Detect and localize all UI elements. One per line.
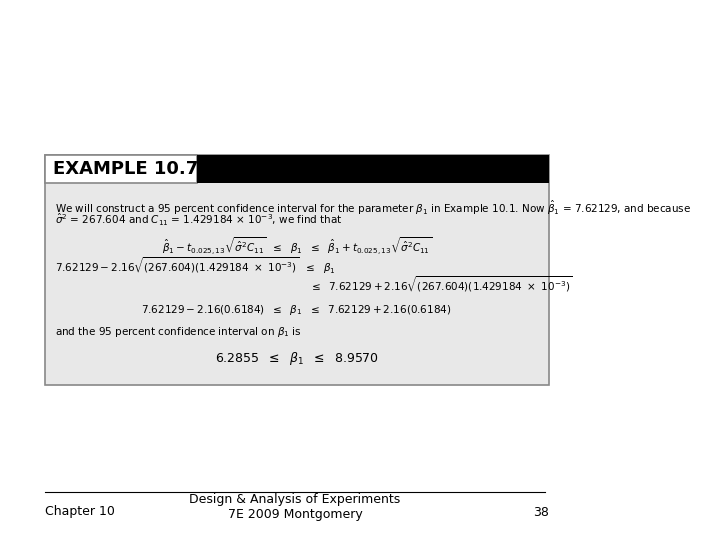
Text: We will construct a 95 percent confidence interval for the parameter $\beta_1$ i: We will construct a 95 percent confidenc… bbox=[55, 199, 691, 217]
Bar bbox=[197, 155, 549, 183]
Text: EXAMPLE 10.7: EXAMPLE 10.7 bbox=[53, 160, 199, 178]
FancyBboxPatch shape bbox=[45, 155, 549, 385]
Text: $6.2855$  $\leq$  $\beta_1$  $\leq$  $8.9570$: $6.2855$ $\leq$ $\beta_1$ $\leq$ $8.9570… bbox=[215, 350, 378, 367]
Text: and the 95 percent confidence interval on $\beta_1$ is: and the 95 percent confidence interval o… bbox=[55, 325, 302, 339]
Text: $\hat{\beta}_1 - t_{0.025,13}\sqrt{\hat{\sigma}^2 C_{11}}$  $\leq$  $\beta_1$  $: $\hat{\beta}_1 - t_{0.025,13}\sqrt{\hat{… bbox=[161, 235, 431, 257]
Text: $7.62129 - 2.16(0.6184)$  $\leq$  $\beta_1$  $\leq$  $7.62129 + 2.16(0.6184)$: $7.62129 - 2.16(0.6184)$ $\leq$ $\beta_1… bbox=[141, 303, 452, 317]
Bar bbox=[45, 155, 197, 183]
Text: 38: 38 bbox=[533, 505, 549, 518]
Text: $\leq$  $7.62129 + 2.16\sqrt{(267.604)(1.429184\ \times\ 10^{-3})}$: $\leq$ $7.62129 + 2.16\sqrt{(267.604)(1.… bbox=[309, 275, 572, 294]
Text: $\hat{\sigma}^2$ = 267.604 and $C_{11}$ = 1.429184 $\times$ 10$^{-3}$, we find t: $\hat{\sigma}^2$ = 267.604 and $C_{11}$ … bbox=[55, 212, 343, 228]
Text: $7.62129 - 2.16\sqrt{(267.604)(1.429184\ \times\ 10^{-3})}$  $\leq$  $\beta_1$: $7.62129 - 2.16\sqrt{(267.604)(1.429184\… bbox=[55, 255, 336, 275]
Text: Design & Analysis of Experiments
7E 2009 Montgomery: Design & Analysis of Experiments 7E 2009… bbox=[189, 493, 400, 521]
Text: Chapter 10: Chapter 10 bbox=[45, 505, 115, 518]
